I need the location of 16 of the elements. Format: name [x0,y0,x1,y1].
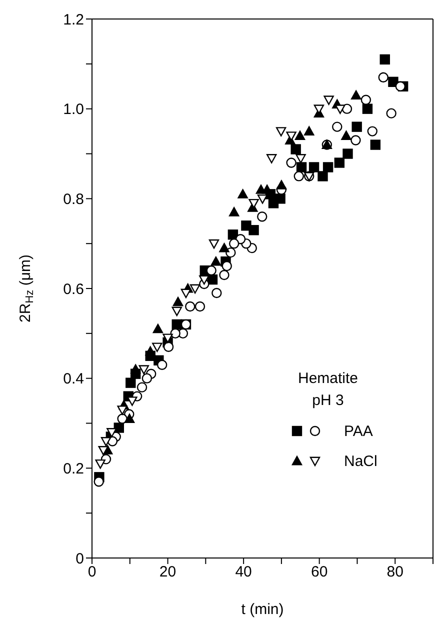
y-tick-label: 0.8 [63,190,84,208]
y-tick-label: 0 [76,550,84,568]
y-tick-label: 0.2 [63,460,84,478]
x-tick-label: 80 [386,564,404,581]
x-tick-label: 0 [88,564,96,581]
legend-label: NaCl [344,452,378,470]
y-tick-label: 0.6 [63,280,84,298]
y-tick-label: 1.2 [63,11,84,28]
x-tick-label: 20 [159,564,176,581]
x-tick-label: 40 [235,564,252,581]
y-tick-label: 0.4 [63,370,84,388]
x-axis-title: t (min) [241,601,284,618]
x-tick-label: 60 [310,564,328,581]
legend-label: PAA [344,422,373,440]
legend-title: Hematite pH 3 [296,369,360,411]
y-tick-label: 1.0 [63,101,84,118]
